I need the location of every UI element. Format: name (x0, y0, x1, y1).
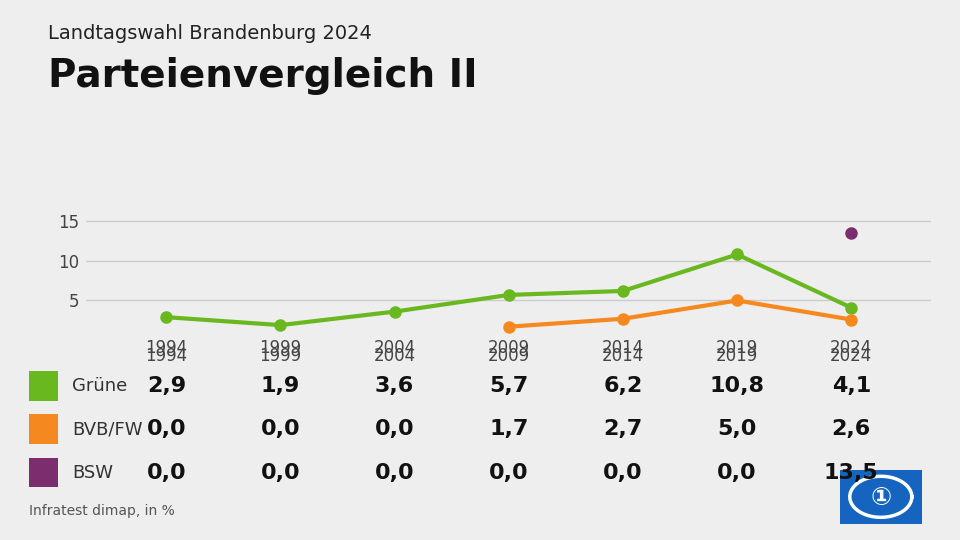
Text: 2019: 2019 (716, 339, 758, 357)
Text: 0,0: 0,0 (261, 419, 300, 440)
Text: Parteienvergleich II: Parteienvergleich II (48, 57, 478, 94)
Text: 0,0: 0,0 (147, 419, 186, 440)
Text: 10,8: 10,8 (709, 376, 764, 396)
Text: 2009: 2009 (488, 339, 530, 357)
Text: 4,1: 4,1 (831, 376, 871, 396)
Text: 3,6: 3,6 (375, 376, 415, 396)
Text: 0,0: 0,0 (489, 462, 529, 483)
Text: 5,7: 5,7 (490, 376, 528, 396)
Text: 2,9: 2,9 (147, 376, 186, 396)
Text: Grüne: Grüne (72, 377, 128, 395)
Text: 1994: 1994 (145, 339, 187, 357)
Text: 0,0: 0,0 (374, 462, 415, 483)
Text: 13,5: 13,5 (824, 462, 878, 483)
Text: 6,2: 6,2 (603, 376, 642, 396)
Text: 1,9: 1,9 (261, 376, 300, 396)
Text: 2,7: 2,7 (603, 419, 642, 440)
Text: BVB/FW: BVB/FW (72, 420, 142, 438)
Text: Landtagswahl Brandenburg 2024: Landtagswahl Brandenburg 2024 (48, 24, 372, 43)
Text: Infratest dimap, in %: Infratest dimap, in % (29, 504, 175, 518)
Text: BSW: BSW (72, 463, 113, 482)
Text: 2024: 2024 (830, 339, 873, 357)
Text: ①: ① (870, 487, 892, 510)
Text: 0,0: 0,0 (374, 419, 415, 440)
Text: 0,0: 0,0 (147, 462, 186, 483)
Text: 1999: 1999 (259, 339, 301, 357)
Text: 0,0: 0,0 (261, 462, 300, 483)
Text: 2,6: 2,6 (831, 419, 871, 440)
Text: 0,0: 0,0 (603, 462, 643, 483)
Text: 0,0: 0,0 (717, 462, 756, 483)
Text: 5,0: 5,0 (717, 419, 756, 440)
Text: 1,7: 1,7 (489, 419, 529, 440)
Text: 2014: 2014 (602, 339, 644, 357)
Text: 2004: 2004 (373, 339, 416, 357)
